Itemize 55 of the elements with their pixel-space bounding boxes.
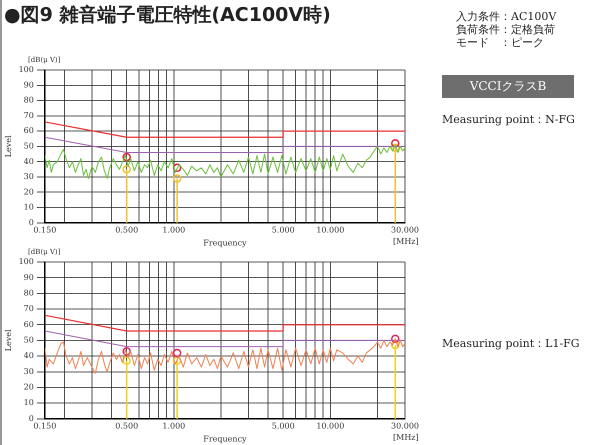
y-tick-label: 60	[24, 320, 34, 329]
x-tick-label: 1.000	[162, 226, 186, 235]
y-tick-label: 0	[28, 414, 34, 423]
text: モード ：ピーク	[456, 36, 545, 49]
point	[391, 139, 400, 148]
point	[122, 152, 131, 162]
y-tick-label: 50	[24, 141, 34, 150]
y-tick-label: 30	[24, 172, 34, 182]
y-tick-label: 90	[24, 272, 34, 282]
text: Measuring point：N-FG	[442, 112, 576, 127]
x-tick-label: 0.150	[33, 226, 56, 235]
y-tick-label: 70	[24, 110, 34, 120]
y-tick-label: 40	[24, 156, 34, 166]
x-tick-label: 30.000	[391, 226, 419, 235]
text: [MHz]	[393, 237, 419, 246]
y-axis-title: Level	[4, 135, 13, 158]
y-tick-label: 0	[28, 218, 34, 227]
x-tick-label: 1.000	[162, 422, 186, 431]
point	[122, 356, 131, 366]
text: [MHz]	[393, 433, 419, 442]
x-tick-label: 10.000	[316, 226, 344, 235]
x-tick-label: 0.500	[115, 422, 138, 431]
x-tick-label: 5.000	[272, 422, 295, 431]
y-tick-label: 70	[24, 304, 34, 314]
point	[391, 340, 400, 350]
x-tick-label: 5.000	[272, 226, 295, 235]
y-tick-label: 20	[24, 187, 34, 196]
point	[122, 347, 131, 356]
text: Measuring point：L1-FG	[442, 336, 581, 351]
point	[122, 165, 131, 174]
y-tick-label: 80	[24, 288, 34, 298]
text: 入力条件：AC100V	[456, 10, 558, 23]
y-axis-title: Level	[4, 329, 13, 352]
x-tick-label: 30.000	[391, 422, 419, 431]
y-tick-label: 30	[24, 366, 34, 376]
text: VCCIクラスB	[442, 75, 574, 98]
text: 負荷条件：定格負荷	[456, 23, 556, 36]
point	[391, 334, 400, 344]
y-tick-label: 100	[18, 65, 34, 74]
x-tick-label: 10.000	[316, 422, 344, 431]
point	[391, 144, 400, 152]
x-tick-label: 0.150	[33, 422, 56, 431]
y-tick-label: 10	[24, 398, 34, 408]
y-tick-label: 10	[24, 202, 34, 212]
y-tick-label: 20	[24, 382, 34, 392]
y-tick-label: 80	[24, 96, 34, 105]
y-tick-label: 60	[24, 126, 34, 136]
y-tick-label: 90	[24, 80, 34, 90]
y-tick-label: 100	[18, 257, 34, 266]
chart-title: ●図9 雑音端子電圧特性(AC100V時)	[4, 4, 331, 26]
x-axis-title: Frequency	[203, 238, 248, 248]
y-tick-label: 40	[24, 351, 34, 360]
x-axis-title: Frequency	[203, 434, 248, 444]
x-tick-label: 0.500	[115, 226, 138, 235]
y-tick-label: 50	[24, 335, 34, 344]
